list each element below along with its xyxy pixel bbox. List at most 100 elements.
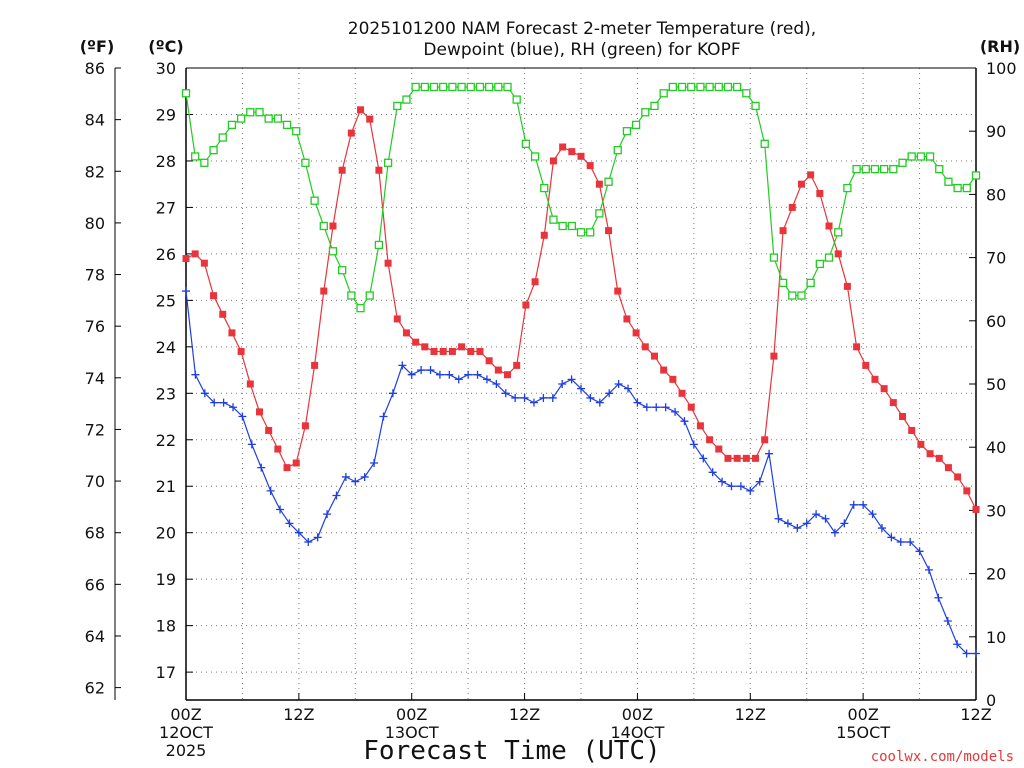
- dewpoint-point: [887, 533, 896, 542]
- dewpoint-point: [727, 482, 736, 491]
- dewpoint-point: [783, 519, 792, 528]
- dewpoint-point: [718, 477, 727, 486]
- temperature-point: [485, 357, 493, 365]
- rh-point: [530, 152, 540, 161]
- rh-point: [760, 139, 769, 148]
- rh-point: [365, 291, 374, 300]
- rh-tick-label: 50: [986, 375, 1006, 394]
- temperature-point: [641, 343, 649, 351]
- celsius-tick-label: 21: [156, 477, 176, 496]
- temperature-point: [853, 343, 861, 351]
- fahrenheit-tick-label: 70: [85, 472, 105, 491]
- rh-point: [641, 108, 650, 117]
- dewpoint-point: [210, 398, 219, 407]
- dewpoint-point: [755, 477, 764, 486]
- dewpoint-point: [417, 366, 426, 375]
- rh-point: [420, 82, 429, 92]
- temperature-point: [843, 282, 851, 290]
- dewpoint-point: [821, 514, 830, 523]
- dewpoint-point: [708, 468, 717, 477]
- rh-point: [705, 82, 714, 92]
- temperature-point: [513, 361, 521, 369]
- temperature-point: [899, 413, 907, 421]
- dewpoint-point: [812, 510, 821, 519]
- rh-point: [402, 95, 411, 104]
- credit-text: coolwx.com/models: [871, 749, 1014, 765]
- celsius-tick-label: 20: [156, 524, 176, 543]
- temperature-point: [504, 371, 512, 379]
- x-tick-label: 12Z: [735, 705, 766, 724]
- temperature-point: [210, 292, 218, 300]
- temperature-point: [889, 399, 897, 407]
- dewpoint-point: [934, 593, 943, 602]
- celsius-tick-label: 22: [156, 431, 176, 450]
- dewpoint-point: [323, 510, 332, 519]
- temperature-point: [761, 436, 769, 444]
- rh-point: [622, 127, 632, 136]
- temperature-point: [963, 487, 971, 495]
- dewpoint-point: [454, 375, 463, 384]
- chart-title-line2: Dewpoint (blue), RH (green) for KOPF: [423, 40, 740, 60]
- fahrenheit-unit-label: (ºF): [80, 37, 115, 56]
- temperature-point: [862, 361, 870, 369]
- rh-point: [310, 196, 319, 205]
- rh-point: [962, 183, 971, 193]
- rh-point: [870, 164, 880, 174]
- chart-title-line1: 2025101200 NAM Forecast 2-meter Temperat…: [348, 19, 816, 39]
- dewpoint-point: [332, 491, 341, 500]
- dewpoint-point: [360, 472, 369, 481]
- dewpoint-point: [642, 403, 651, 412]
- rh-point: [383, 158, 393, 167]
- rh-point: [227, 120, 237, 130]
- dewpoint-point: [200, 389, 209, 398]
- dewpoint-point: [652, 403, 661, 412]
- dewpoint-point: [605, 389, 614, 398]
- fahrenheit-tick-label: 72: [85, 420, 105, 439]
- dewpoint-point: [285, 519, 294, 528]
- rh-point: [586, 228, 595, 237]
- temperature-point: [770, 352, 778, 360]
- x-tick-label: 12Z: [960, 705, 991, 724]
- rh-point: [374, 240, 384, 250]
- dewpoint-point: [633, 398, 642, 407]
- temperature-point: [292, 459, 300, 467]
- dewpoint-point: [586, 393, 595, 402]
- dewpoint-point: [445, 370, 454, 379]
- rh-point: [613, 146, 622, 155]
- rh-point: [475, 82, 485, 92]
- rh-point: [549, 215, 558, 224]
- temperature-point: [274, 445, 282, 453]
- temperature-point: [228, 329, 236, 337]
- x-tick-label: 12Z: [509, 705, 540, 724]
- temperature-point: [623, 315, 631, 323]
- rh-tick-label: 40: [986, 438, 1006, 457]
- temperature-point: [421, 343, 429, 351]
- x-tick-label: 00Z: [396, 705, 427, 724]
- rh-point: [916, 152, 926, 161]
- temperature-point: [458, 343, 466, 351]
- temperature-point: [696, 422, 704, 430]
- x-tick-label: 00Z: [622, 705, 653, 724]
- temperature-point: [632, 329, 640, 337]
- rh-point: [448, 82, 457, 92]
- dewpoint-point: [699, 454, 708, 463]
- dewpoint-point: [548, 393, 557, 402]
- temperature-point: [935, 454, 943, 462]
- rh-point: [319, 221, 328, 231]
- dewpoint-point: [972, 649, 980, 658]
- dewpoint-point: [849, 500, 858, 509]
- celsius-tick-label: 30: [156, 59, 176, 78]
- dewpoint-point: [304, 538, 313, 546]
- temperature-point: [393, 315, 401, 323]
- dewpoint-point: [238, 412, 247, 421]
- temperature-point: [347, 129, 355, 137]
- fahrenheit-tick-label: 78: [85, 266, 105, 285]
- rh-point: [742, 89, 751, 98]
- rh-point: [264, 114, 273, 123]
- temperature-point: [880, 385, 888, 393]
- dewpoint-point: [924, 565, 933, 574]
- temperature-point: [494, 366, 502, 374]
- rh-point: [393, 101, 402, 111]
- rh-point: [677, 82, 687, 92]
- temperature-point: [366, 115, 374, 123]
